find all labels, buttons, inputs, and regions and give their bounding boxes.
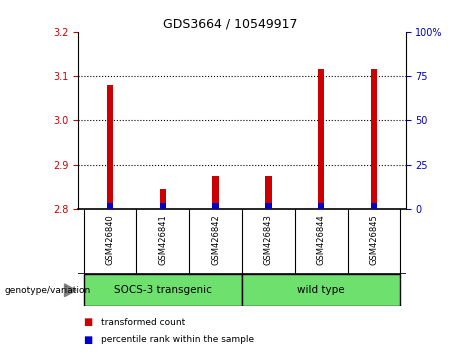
Text: wild type: wild type bbox=[297, 285, 345, 295]
Bar bbox=[107, 85, 113, 209]
Polygon shape bbox=[65, 284, 76, 297]
Bar bbox=[371, 203, 377, 209]
Bar bbox=[318, 203, 325, 209]
Text: GSM426844: GSM426844 bbox=[317, 214, 326, 265]
Text: GSM426841: GSM426841 bbox=[158, 214, 167, 265]
Text: GSM426843: GSM426843 bbox=[264, 214, 273, 265]
Bar bbox=[265, 176, 272, 209]
Text: GSM426840: GSM426840 bbox=[106, 214, 114, 265]
Bar bbox=[160, 203, 166, 209]
Text: ■: ■ bbox=[83, 317, 92, 327]
Text: SOCS-3 transgenic: SOCS-3 transgenic bbox=[114, 285, 212, 295]
Bar bbox=[242, 274, 401, 306]
Bar bbox=[83, 274, 242, 306]
Text: GSM426842: GSM426842 bbox=[211, 214, 220, 265]
Text: ■: ■ bbox=[83, 335, 92, 345]
Bar bbox=[318, 69, 325, 209]
Text: GDS3664 / 10549917: GDS3664 / 10549917 bbox=[163, 18, 298, 31]
Bar bbox=[213, 203, 219, 209]
Text: GSM426845: GSM426845 bbox=[370, 214, 378, 265]
Bar bbox=[107, 203, 113, 209]
Bar bbox=[265, 203, 272, 209]
Text: genotype/variation: genotype/variation bbox=[5, 286, 91, 295]
Text: transformed count: transformed count bbox=[101, 318, 186, 327]
Bar bbox=[213, 176, 219, 209]
Bar bbox=[160, 189, 166, 209]
Text: percentile rank within the sample: percentile rank within the sample bbox=[101, 335, 254, 344]
Bar bbox=[371, 69, 377, 209]
